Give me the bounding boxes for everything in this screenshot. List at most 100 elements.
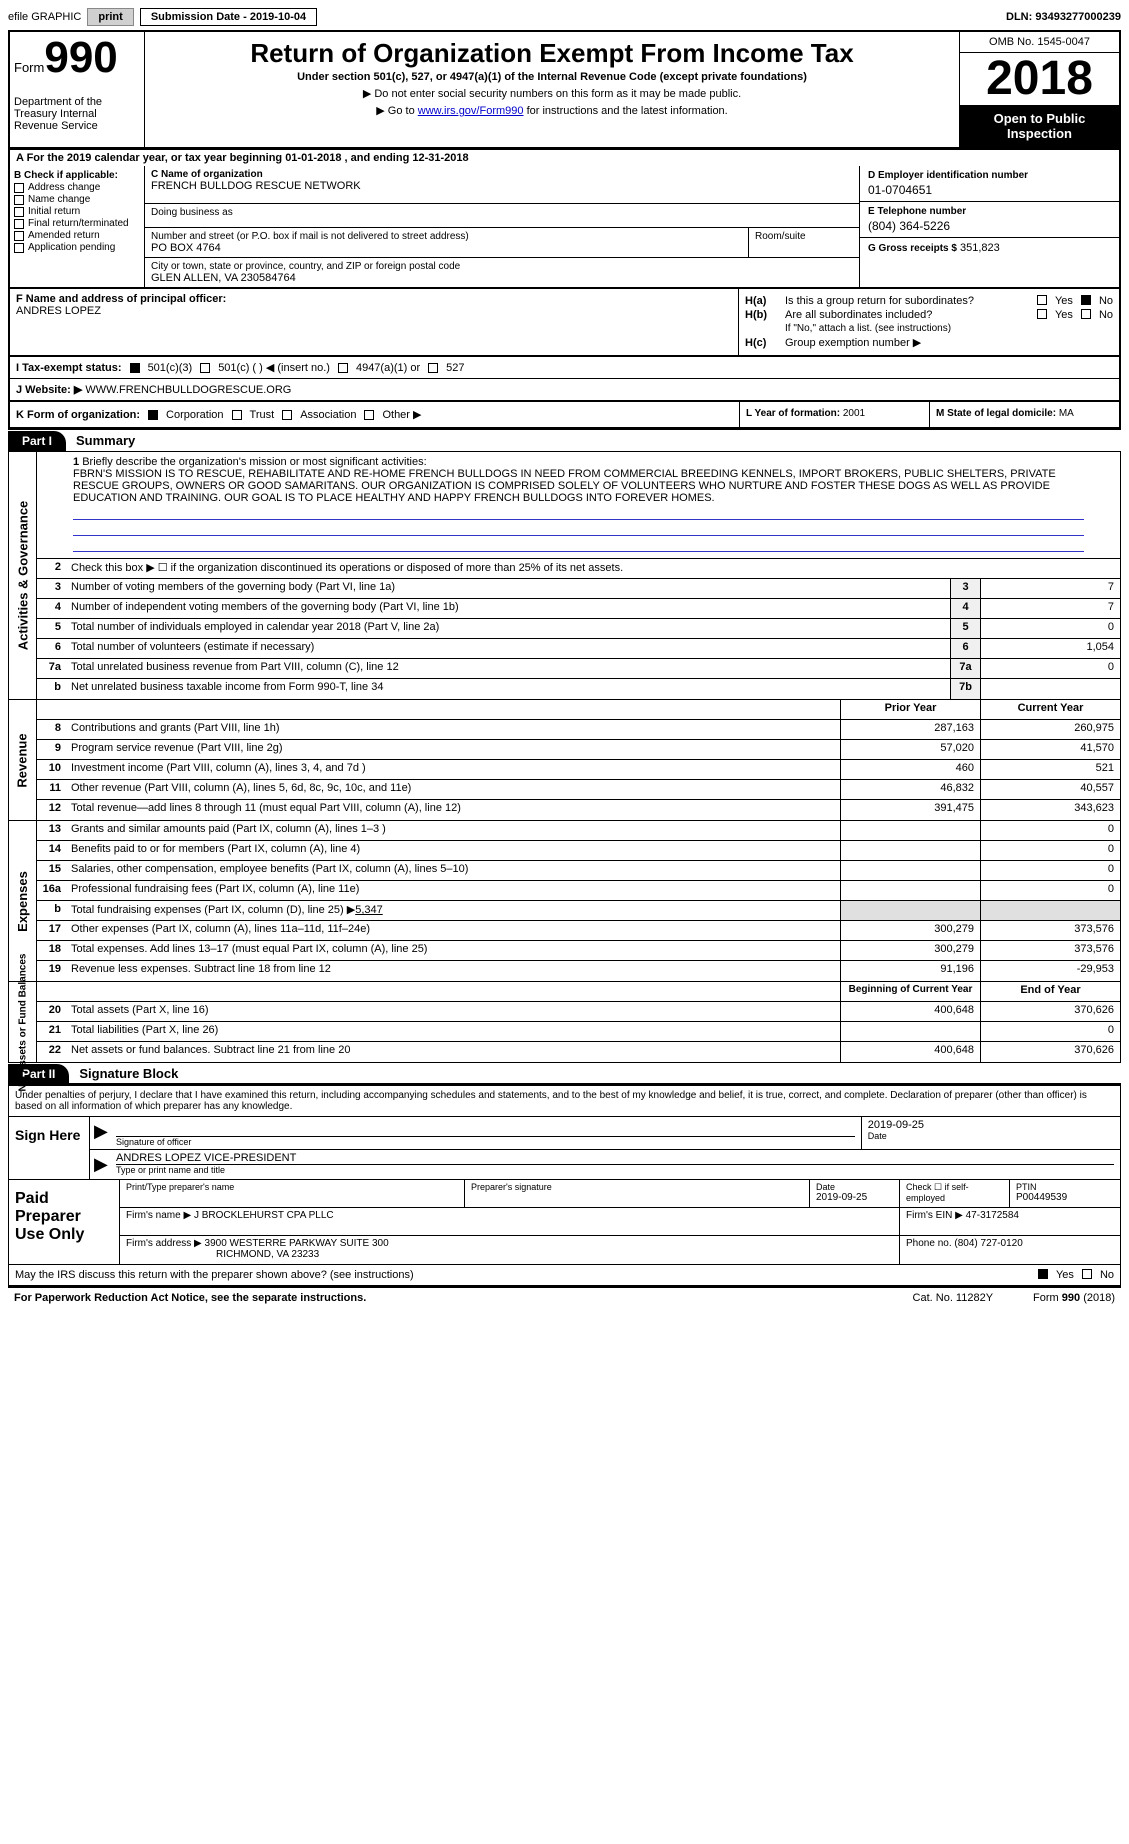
- v4: 7: [980, 599, 1120, 618]
- perjury-declaration: Under penalties of perjury, I declare th…: [9, 1086, 1120, 1116]
- gross-label: G Gross receipts $: [868, 243, 957, 254]
- form-word: Form: [14, 60, 44, 75]
- efile-label: efile GRAPHIC: [8, 11, 81, 23]
- state-domicile: MA: [1059, 408, 1074, 419]
- chk-trust[interactable]: [232, 410, 242, 420]
- org-city: GLEN ALLEN, VA 230584764: [151, 272, 853, 284]
- org-name: FRENCH BULLDOG RESCUE NETWORK: [151, 180, 853, 192]
- dln: DLN: 93493277000239: [1006, 11, 1121, 23]
- paid-preparer-label: Paid Preparer Use Only: [9, 1180, 119, 1264]
- omb-number: OMB No. 1545-0047: [960, 32, 1119, 53]
- vtab-revenue: Revenue: [15, 733, 30, 787]
- addr-label: Number and street (or P.O. box if mail i…: [151, 231, 742, 242]
- vtab-net-assets: Net Assets or Fund Balances: [17, 953, 28, 1091]
- signature-section: Under penalties of perjury, I declare th…: [8, 1083, 1121, 1286]
- ha-text: Is this a group return for subordinates?: [785, 295, 1037, 307]
- ha-label: H(a): [745, 295, 785, 307]
- ptin: P00449539: [1016, 1192, 1114, 1203]
- dept-treasury: Department of the Treasury Internal Reve…: [14, 96, 140, 132]
- ha-no[interactable]: [1081, 295, 1091, 305]
- form-number: 990: [44, 36, 117, 80]
- officer-name: ANDRES LOPEZ: [16, 305, 732, 317]
- return-title: Return of Organization Exempt From Incom…: [151, 38, 953, 69]
- chk-527[interactable]: [428, 363, 438, 373]
- hb-text: Are all subordinates included?: [785, 309, 1037, 321]
- chk-addr-change[interactable]: [14, 183, 24, 193]
- firm-addr2: RICHMOND, VA 23233: [216, 1249, 319, 1260]
- gross-value: 351,823: [960, 242, 1000, 254]
- return-subtitle: Under section 501(c), 527, or 4947(a)(1)…: [151, 71, 953, 83]
- part2-title: Signature Block: [69, 1063, 188, 1084]
- chk-final[interactable]: [14, 219, 24, 229]
- chk-501c3[interactable]: [130, 363, 140, 373]
- f-label: F Name and address of principal officer:: [16, 293, 732, 305]
- c-name-label: C Name of organization: [151, 169, 853, 180]
- b-label: B Check if applicable:: [14, 170, 140, 181]
- ein-label: D Employer identification number: [868, 170, 1111, 181]
- chk-name-change[interactable]: [14, 195, 24, 205]
- sign-here-label: Sign Here: [9, 1117, 89, 1179]
- k-label: K Form of organization:: [16, 409, 140, 421]
- irs-link[interactable]: www.irs.gov/Form990: [418, 105, 524, 117]
- room-label: Room/suite: [755, 231, 853, 242]
- chk-amended[interactable]: [14, 231, 24, 241]
- form-header: Form 990 Department of the Treasury Inte…: [8, 30, 1121, 150]
- part2-header: Part II Signature Block: [8, 1063, 1121, 1084]
- part1-title: Summary: [66, 430, 145, 451]
- firm-name: J BROCKLEHURST CPA PLLC: [194, 1210, 334, 1221]
- net-assets-section: Net Assets or Fund Balances Beginning of…: [8, 982, 1121, 1063]
- i-label: I Tax-exempt status:: [16, 362, 122, 374]
- v5: 0: [980, 619, 1120, 638]
- mission-text: FBRN'S MISSION IS TO RESCUE, REHABILITAT…: [73, 468, 1056, 504]
- chk-assoc[interactable]: [282, 410, 292, 420]
- firm-ein: 47-3172584: [966, 1210, 1019, 1221]
- may-irs-no[interactable]: [1082, 1269, 1092, 1279]
- tax-year: 2018: [960, 53, 1119, 105]
- hc-label: H(c): [745, 337, 785, 349]
- phone-label: E Telephone number: [868, 206, 1111, 217]
- ha-yes[interactable]: [1037, 295, 1047, 305]
- vtab-activities: Activities & Governance: [15, 501, 30, 651]
- v3: 7: [980, 579, 1120, 598]
- hb-no[interactable]: [1081, 309, 1091, 319]
- v7a: 0: [980, 659, 1120, 678]
- open-to-public: Open to Public Inspection: [960, 105, 1119, 147]
- vtab-expenses: Expenses: [15, 871, 30, 932]
- officer-name-title: ANDRES LOPEZ VICE-PRESIDENT: [116, 1152, 1114, 1165]
- dba-label: Doing business as: [151, 207, 853, 218]
- org-address: PO BOX 4764: [151, 242, 742, 254]
- ssn-note: ▶ Do not enter social security numbers o…: [151, 87, 953, 100]
- hb-note: If "No," attach a list. (see instruction…: [785, 323, 951, 334]
- year-formation: 2001: [843, 408, 865, 419]
- sig-date: 2019-09-25: [868, 1119, 1114, 1131]
- section-bcd: B Check if applicable: Address change Na…: [8, 166, 1121, 289]
- part1-tab: Part I: [8, 431, 66, 451]
- cat-no: Cat. No. 11282Y: [913, 1292, 994, 1304]
- may-irs-yes[interactable]: [1038, 1269, 1048, 1279]
- chk-501c[interactable]: [200, 363, 210, 373]
- chk-other[interactable]: [364, 410, 374, 420]
- chk-app-pending[interactable]: [14, 243, 24, 253]
- chk-corp[interactable]: [148, 410, 158, 420]
- expenses-section: Expenses 13Grants and similar amounts pa…: [8, 821, 1121, 982]
- v7b: [980, 679, 1120, 699]
- row-k: K Form of organization: Corporation Trus…: [8, 402, 1121, 430]
- phone-value: (804) 364-5226: [868, 219, 1111, 233]
- j-label: J Website: ▶: [16, 384, 82, 396]
- firm-addr1: 3900 WESTERRE PARKWAY SUITE 300: [205, 1238, 389, 1249]
- v6: 1,054: [980, 639, 1120, 658]
- hc-text: Group exemption number ▶: [785, 336, 1113, 349]
- submission-date: Submission Date - 2019-10-04: [140, 8, 317, 26]
- row-j: J Website: ▶ WWW.FRENCHBULLDOGRESCUE.ORG: [8, 379, 1121, 402]
- part1-header: Part I Summary: [8, 430, 1121, 451]
- chk-4947[interactable]: [338, 363, 348, 373]
- chk-initial[interactable]: [14, 207, 24, 217]
- firm-phone: (804) 727-0120: [954, 1238, 1022, 1249]
- print-button[interactable]: print: [87, 8, 133, 26]
- form-footer: Form 990 (2018): [1033, 1292, 1115, 1304]
- section-fh: F Name and address of principal officer:…: [8, 289, 1121, 357]
- topbar: efile GRAPHIC print Submission Date - 20…: [8, 8, 1121, 26]
- activities-governance: Activities & Governance 1 Briefly descri…: [8, 451, 1121, 700]
- row-a-tax-year: A For the 2019 calendar year, or tax yea…: [8, 150, 1121, 166]
- hb-yes[interactable]: [1037, 309, 1047, 319]
